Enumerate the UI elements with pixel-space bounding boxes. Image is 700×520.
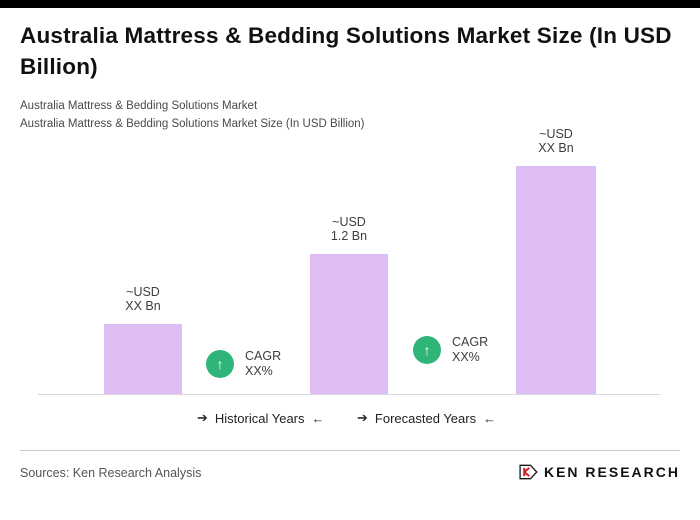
historical-years-text: Historical Years (214, 410, 305, 426)
bar-value-label: ~USD 1.2 Bn (331, 215, 367, 245)
footer-divider (20, 450, 680, 451)
top-black-rule (0, 0, 700, 8)
cagr-line2: XX% (452, 349, 480, 364)
bar-value-label: ~USD XX Bn (538, 127, 573, 157)
chart-subtitle-line1: Australia Mattress & Bedding Solutions M… (20, 100, 258, 112)
cagr-line2: XX% (245, 363, 273, 378)
cagr-marker-1: ↑ CAGR XX% (206, 349, 281, 379)
bar-historical (104, 324, 182, 394)
bar-value-line1: ~USD (126, 284, 160, 299)
forecasted-years-text: Forecasted Years (374, 410, 477, 426)
chart-subtitle-line2: Australia Mattress & Bedding Solutions M… (20, 118, 365, 130)
growth-up-arrow-icon: ↑ (206, 349, 234, 378)
cagr-label: CAGR XX% (452, 335, 488, 365)
bar-value-line1: ~USD (539, 126, 573, 141)
ken-research-logo-text: KEN RESEARCH (543, 464, 680, 480)
cagr-line1: CAGR (245, 349, 282, 363)
bar-group-base-year: ~USD 1.2 Bn (310, 215, 388, 394)
historical-years-label: ➔ Historical Years ← (197, 410, 325, 426)
bar-value-line2: XX Bn (538, 141, 574, 156)
arrow-right-icon: ➔ (197, 410, 208, 425)
growth-up-arrow-icon: ↑ (413, 335, 441, 364)
ken-research-logo: KEN RESEARCH (518, 462, 680, 482)
arrow-right-icon: ➔ (357, 410, 368, 425)
bar-value-line2: XX Bn (125, 299, 161, 314)
bar-value-line2: 1.2 Bn (330, 229, 368, 244)
cagr-line1: CAGR (452, 335, 489, 349)
bar-chart: ~USD XX Bn ~USD 1.2 Bn ~USD XX Bn ↑ CAGR… (38, 120, 660, 395)
arrow-left-icon: ← (483, 410, 497, 426)
cagr-label: CAGR XX% (245, 349, 281, 379)
bar-forecast (516, 166, 596, 394)
sources-note: Sources: Ken Research Analysis (20, 466, 202, 480)
bar-group-forecast: ~USD XX Bn (516, 127, 596, 394)
bar-value-line1: ~USD (332, 214, 366, 229)
bar-base-year (310, 254, 388, 394)
ken-research-logo-icon (519, 464, 538, 480)
forecasted-years-label: ➔ Forecasted Years ← (357, 410, 496, 426)
bar-group-historical: ~USD XX Bn (104, 285, 182, 394)
axis-period-labels: ➔ Historical Years ← ➔ Forecasted Years … (0, 407, 700, 431)
bar-value-label: ~USD XX Bn (125, 285, 160, 315)
cagr-marker-2: ↑ CAGR XX% (413, 335, 488, 365)
page-title: Australia Mattress & Bedding Solutions M… (20, 23, 672, 80)
arrow-left-icon: ← (311, 410, 325, 426)
